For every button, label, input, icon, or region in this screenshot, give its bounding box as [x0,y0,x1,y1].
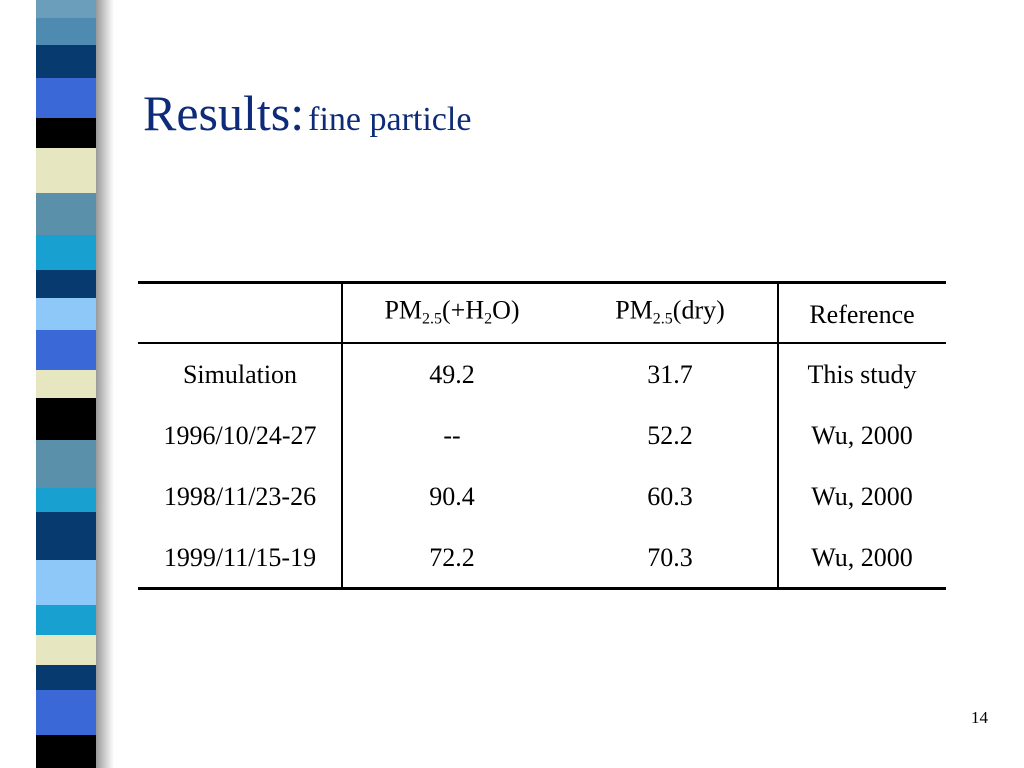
table-top-rule [138,281,946,284]
table-cell: 60.3 [647,482,693,511]
header-text: PM [384,295,423,325]
header-text: (+H [442,295,485,325]
table-cell: 90.4 [429,482,475,511]
header-cell: Reference [809,300,914,330]
table-cell: 49.2 [429,360,475,389]
table-cell: Wu, 2000 [811,421,913,450]
table-cell: -- [443,421,461,450]
table-cell: 72.2 [429,543,475,572]
table-cell: This study [807,360,917,389]
header-text: O) [492,295,520,325]
table-bottom-rule [138,587,946,590]
page-number: 14 [971,708,988,727]
header-cell: PM2.5(+H2O) [384,296,519,329]
row-label: 1999/11/15-19 [163,543,317,572]
table-cell: 31.7 [647,360,693,389]
header-text: Reference [809,300,915,329]
table-cell: 52.2 [647,421,693,450]
table-cell: Wu, 2000 [811,482,913,511]
subscript: 2 [484,310,493,328]
table-header-rule [138,342,946,344]
table-column-rule [777,283,779,589]
subscript: 2.5 [652,310,673,328]
subscript: 2.5 [422,310,443,328]
title: Results: fine particle [143,84,471,142]
header-text: (dry) [672,295,725,325]
decorative-stripe [36,0,114,768]
title-sub: fine particle [308,101,472,138]
row-label: 1998/11/23-26 [163,482,317,511]
row-label: Simulation [182,360,298,389]
table-cell: 70.3 [647,543,693,572]
header-text: PM [615,295,653,325]
title-main: Results: [143,85,305,141]
table-cell: Wu, 2000 [811,543,913,572]
table-column-rule [341,283,343,589]
row-label: 1996/10/24-27 [163,421,317,450]
header-cell: PM2.5(dry) [615,296,725,329]
